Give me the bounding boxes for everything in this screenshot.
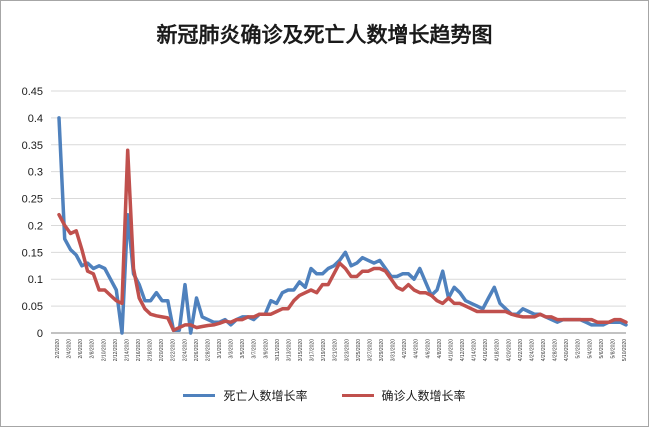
x-tick-label: 4/30/2020: [564, 339, 570, 361]
x-tick-label: 5/4/2020: [587, 339, 593, 359]
x-tick-label: 2/6/2020: [78, 339, 84, 359]
x-tick-label: 2/16/2020: [136, 339, 142, 361]
x-tick-label: 4/12/2020: [460, 339, 466, 361]
x-tick-label: 4/8/2020: [437, 339, 443, 359]
legend-swatch-deaths: [183, 394, 216, 397]
legend-label-confirmed: 确诊人数增长率: [381, 389, 466, 403]
y-tick-label: 0.05: [22, 301, 43, 313]
series-line-confirmed: [57, 148, 628, 333]
series-line-deaths: [57, 116, 628, 335]
x-tick-label: 2/12/2020: [113, 339, 119, 361]
x-tick-label: 3/29/2020: [379, 339, 385, 361]
x-tick-label: 5/6/2020: [599, 339, 605, 359]
x-tick-label: 4/22/2020: [518, 339, 524, 361]
x-tick-label: 5/2/2020: [576, 339, 582, 359]
x-tick-label: 3/17/2020: [310, 339, 316, 361]
legend-swatch-confirmed: [341, 394, 374, 397]
legend-item-confirmed: 确诊人数增长率: [341, 387, 466, 404]
x-tick-label: 2/10/2020: [101, 339, 107, 361]
y-tick-label: 0.1: [28, 274, 43, 286]
x-tick-label: 2/4/2020: [67, 339, 73, 359]
x-tick-label: 3/11/2020: [275, 339, 281, 361]
y-tick-label: 0.4: [28, 113, 43, 125]
x-tick-label: 3/3/2020: [229, 339, 235, 359]
x-tick-label: 4/10/2020: [448, 339, 454, 361]
x-tick-label: 2/26/2020: [194, 339, 200, 361]
x-tick-label: 2/18/2020: [148, 339, 154, 361]
x-tick-label: 3/31/2020: [391, 339, 397, 361]
x-tick-label: 4/24/2020: [529, 339, 535, 361]
y-tick-label: 0.25: [22, 194, 43, 206]
legend: 死亡人数增长率 确诊人数增长率: [1, 387, 648, 404]
y-tick-label: 0.35: [22, 140, 43, 152]
x-tick-label: 4/18/2020: [495, 339, 501, 361]
y-tick-label: 0.2: [28, 220, 43, 232]
x-tick-label: 3/27/2020: [367, 339, 373, 361]
x-tick-label: 4/16/2020: [483, 339, 489, 361]
x-tick-label: 2/8/2020: [90, 339, 96, 359]
y-tick-label: 0: [37, 328, 43, 340]
x-tick-label: 2/28/2020: [205, 339, 211, 361]
x-tick-label: 4/4/2020: [414, 339, 420, 359]
x-tick-label: 3/21/2020: [333, 339, 339, 361]
y-tick-label: 0.3: [28, 167, 43, 179]
x-tick-label: 4/26/2020: [541, 339, 547, 361]
x-tick-label: 3/25/2020: [356, 339, 362, 361]
x-tick-label: 4/14/2020: [472, 339, 478, 361]
x-tick-label: 3/23/2020: [344, 339, 350, 361]
x-tick-label: 2/2/2020: [55, 339, 61, 359]
x-tick-label: 4/6/2020: [425, 339, 431, 359]
y-tick-label: 0.15: [22, 247, 43, 259]
x-tick-label: 5/10/2020: [622, 339, 628, 361]
x-tick-label: 3/19/2020: [321, 339, 327, 361]
x-tick-label: 4/2/2020: [402, 339, 408, 359]
y-tick-label: 0.45: [22, 86, 43, 98]
x-tick-label: 5/8/2020: [610, 339, 616, 359]
x-tick-label: 4/20/2020: [506, 339, 512, 361]
x-tick-label: 3/15/2020: [298, 339, 304, 361]
x-tick-label: 3/1/2020: [217, 339, 223, 359]
x-tick-label: 3/13/2020: [286, 339, 292, 361]
legend-label-deaths: 死亡人数增长率: [223, 389, 308, 403]
legend-item-deaths: 死亡人数增长率: [183, 387, 308, 404]
chart-title: 新冠肺炎确诊及死亡人数增长趋势图: [156, 22, 493, 47]
x-tick-label: 2/14/2020: [124, 339, 130, 361]
x-tick-label: 3/9/2020: [263, 339, 269, 359]
x-tick-label: 3/5/2020: [240, 339, 246, 359]
x-tick-label: 4/28/2020: [553, 339, 559, 361]
x-tick-label: 2/20/2020: [159, 339, 165, 361]
x-tick-label: 2/22/2020: [171, 339, 177, 361]
x-tick-label: 3/7/2020: [252, 339, 258, 359]
x-tick-label: 2/24/2020: [182, 339, 188, 361]
